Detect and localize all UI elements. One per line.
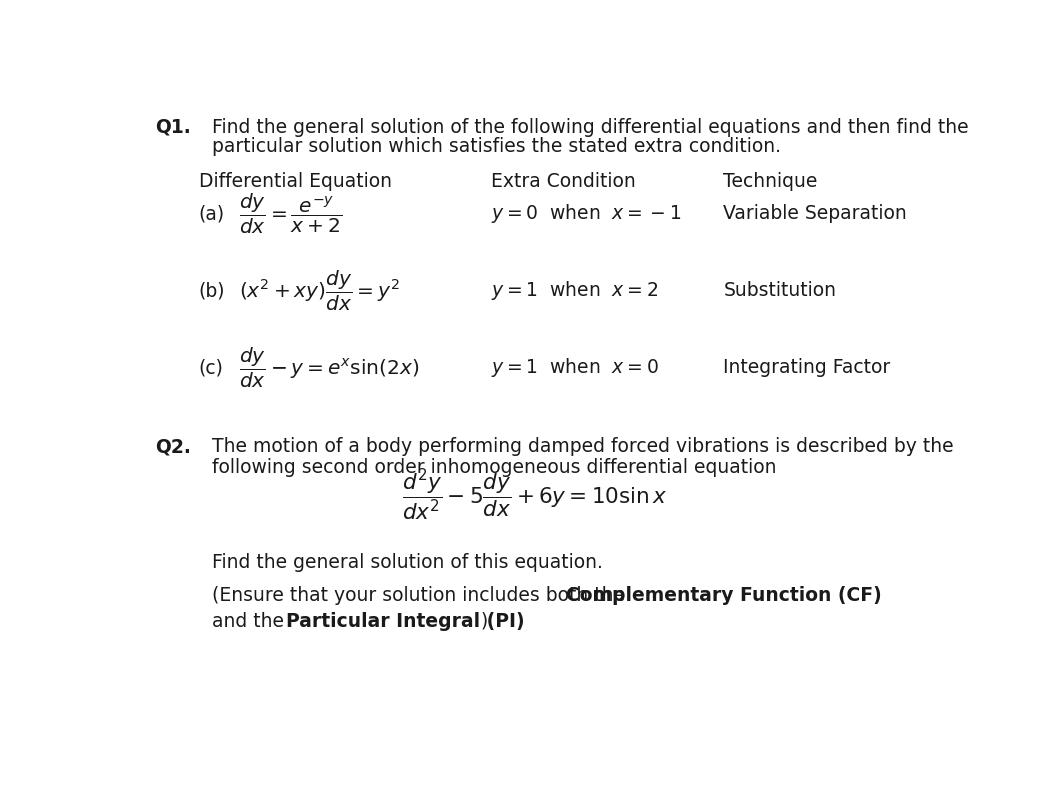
Text: (b): (b) — [198, 282, 226, 300]
Text: Find the general solution of the following differential equations and then find : Find the general solution of the followi… — [212, 118, 969, 136]
Text: Complementary Function (CF): Complementary Function (CF) — [566, 586, 882, 604]
Text: (Ensure that your solution includes both the: (Ensure that your solution includes both… — [212, 586, 631, 604]
Text: Substitution: Substitution — [723, 282, 836, 300]
Text: Find the general solution of this equation.: Find the general solution of this equati… — [212, 553, 602, 571]
Text: and the: and the — [212, 612, 290, 631]
Text: Q2.: Q2. — [156, 437, 191, 456]
Text: Extra Condition: Extra Condition — [491, 172, 636, 190]
Text: $y = 1$  when  $x = 0$: $y = 1$ when $x = 0$ — [491, 357, 659, 379]
Text: $\dfrac{dy}{dx} - y = e^x \sin(2x)$: $\dfrac{dy}{dx} - y = e^x \sin(2x)$ — [239, 345, 420, 390]
Text: Variable Separation: Variable Separation — [723, 204, 907, 224]
Text: particular solution which satisfies the stated extra condition.: particular solution which satisfies the … — [212, 137, 781, 156]
Text: Q1.: Q1. — [156, 118, 191, 136]
Text: (a): (a) — [198, 204, 224, 224]
Text: The motion of a body performing damped forced vibrations is described by the: The motion of a body performing damped f… — [212, 437, 953, 456]
Text: $y = 1$  when  $x = 2$: $y = 1$ when $x = 2$ — [491, 279, 658, 303]
Text: Particular Integral (PI): Particular Integral (PI) — [285, 612, 524, 631]
Text: ): ) — [481, 612, 488, 631]
Text: Differential Equation: Differential Equation — [198, 172, 392, 190]
Text: $\dfrac{d^2y}{dx^2} - 5\dfrac{dy}{dx} + 6y = 10\sin x$: $\dfrac{d^2y}{dx^2} - 5\dfrac{dy}{dx} + … — [402, 467, 668, 523]
Text: Integrating Factor: Integrating Factor — [723, 358, 891, 378]
Text: $y = 0$  when  $x = -1$: $y = 0$ when $x = -1$ — [491, 203, 681, 225]
Text: following second order inhomogeneous differential equation: following second order inhomogeneous dif… — [212, 458, 777, 477]
Text: Technique: Technique — [723, 172, 817, 190]
Text: (c): (c) — [198, 358, 223, 378]
Text: $(x^2 + xy)\dfrac{dy}{dx} = y^2$: $(x^2 + xy)\dfrac{dy}{dx} = y^2$ — [239, 269, 400, 313]
Text: $\dfrac{dy}{dx} = \dfrac{e^{-y}}{x+2}$: $\dfrac{dy}{dx} = \dfrac{e^{-y}}{x+2}$ — [239, 192, 342, 236]
